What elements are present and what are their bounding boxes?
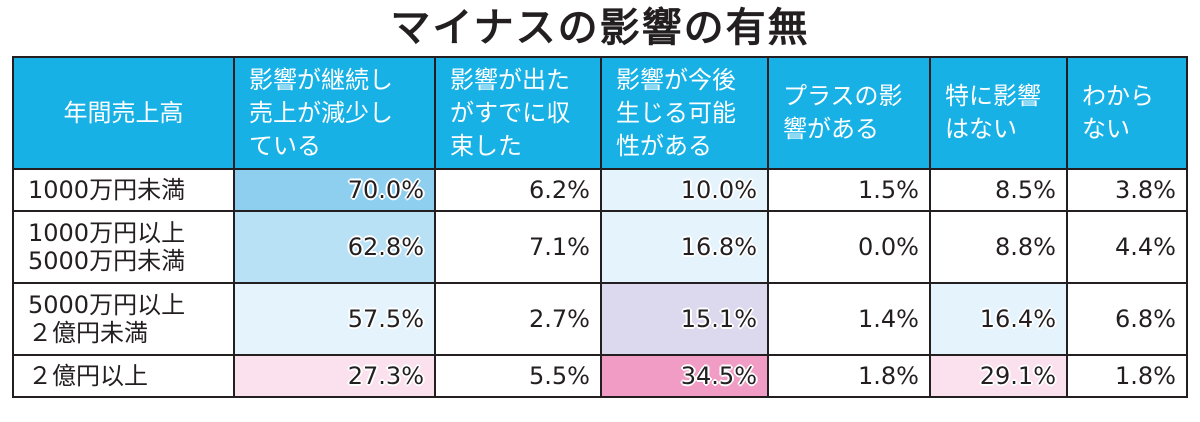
data-table: 年間売上高 影響が継続し 売上が減少し ている 影響が出たがすでに収束した 影響が今… xyxy=(12,56,1188,398)
row-label: 5000万円以上 ２億円未満 xyxy=(12,282,235,356)
column-header-text: ない xyxy=(1082,115,1130,143)
value-cell: 62.8% xyxy=(233,210,436,284)
row-header-label: 年間売上高 xyxy=(12,56,235,170)
value-cell: 16.8% xyxy=(600,210,769,284)
column-header: 特に影響 はない xyxy=(929,56,1068,170)
row-label-text: 1000万円未満 xyxy=(28,176,186,204)
row-label-text: 5000万円以上 xyxy=(28,291,186,319)
column-header-text: 響がある xyxy=(783,115,879,143)
column-header: プラスの影 響がある xyxy=(767,56,931,170)
value-cell: 8.5% xyxy=(929,168,1068,212)
table-row: 1000万円以上 5000万円未満 62.8% 7.1% 16.8% 0.0% 8.8% 4.… xyxy=(12,210,1188,284)
column-header-text: わから xyxy=(1082,82,1154,110)
row-header-label-text: 年間売上高 xyxy=(63,98,184,127)
column-header-text: はない xyxy=(945,115,1017,143)
row-label: ２億円以上 xyxy=(12,354,235,398)
chart-title: マイナスの影響の有無 xyxy=(390,4,810,51)
value-cell: 4.4% xyxy=(1066,210,1188,284)
column-header-text: 特に影響 xyxy=(945,82,1041,110)
value-cell: 16.4% xyxy=(929,282,1068,356)
row-label-text: ２億円以上 xyxy=(28,362,148,390)
column-header-text: ている xyxy=(249,131,321,160)
value-cell: 7.1% xyxy=(434,210,602,284)
column-header: 影響が継続し 売上が減少し ている xyxy=(233,56,436,170)
value-cell: 8.8% xyxy=(929,210,1068,284)
value-cell: 70.0% xyxy=(233,168,436,212)
row-label: 1000万円以上 5000万円未満 xyxy=(12,210,235,284)
row-label: 1000万円未満 xyxy=(12,168,235,212)
column-header: 影響が今後生じる可能性がある xyxy=(600,56,769,170)
value-cell: 6.8% xyxy=(1066,282,1188,356)
table-row: 5000万円以上 ２億円未満 57.5% 2.7% 15.1% 1.4% 16.4% 6.8% xyxy=(12,282,1188,356)
column-header: 影響が出たがすでに収束した xyxy=(434,56,602,170)
value-cell: 6.2% xyxy=(434,168,602,212)
table-row: ２億円以上 27.3% 5.5% 34.5% 1.8% 29.1% 1.8% xyxy=(12,354,1188,398)
column-header-text: 生じる可能 xyxy=(616,98,736,127)
column-header-text: 性がある xyxy=(616,131,712,160)
value-cell: 1.5% xyxy=(767,168,931,212)
column-header-text: 影響が継続し xyxy=(249,65,393,94)
table-row: 1000万円未満 70.0% 6.2% 10.0% 1.5% 8.5% 3.8% xyxy=(12,168,1188,212)
value-cell: 1.8% xyxy=(1066,354,1188,398)
value-cell: 3.8% xyxy=(1066,168,1188,212)
column-header-text: 影響が出た xyxy=(450,65,570,94)
value-cell: 10.0% xyxy=(600,168,769,212)
column-header-text: 影響が今後 xyxy=(616,65,736,94)
value-cell: 1.4% xyxy=(767,282,931,356)
value-cell: 34.5% xyxy=(600,354,769,398)
header-row: 年間売上高 影響が継続し 売上が減少し ている 影響が出たがすでに収束した 影響が今… xyxy=(12,56,1188,170)
value-cell: 2.7% xyxy=(434,282,602,356)
column-header-text: プラスの影 xyxy=(783,82,903,110)
value-cell: 27.3% xyxy=(233,354,436,398)
value-cell: 0.0% xyxy=(767,210,931,284)
column-header: わから ない xyxy=(1066,56,1188,170)
value-cell: 57.5% xyxy=(233,282,436,356)
value-cell: 5.5% xyxy=(434,354,602,398)
value-cell: 1.8% xyxy=(767,354,931,398)
value-cell: 29.1% xyxy=(929,354,1068,398)
row-label-text: 5000万円未満 xyxy=(28,247,186,275)
row-label-text: 1000万円以上 xyxy=(28,219,186,247)
column-header-text: 束した xyxy=(450,131,522,160)
column-header-text: がすでに収 xyxy=(450,98,571,127)
row-label-text: ２億円未満 xyxy=(28,319,148,347)
value-cell: 15.1% xyxy=(600,282,769,356)
column-header-text: 売上が減少し xyxy=(249,98,393,127)
